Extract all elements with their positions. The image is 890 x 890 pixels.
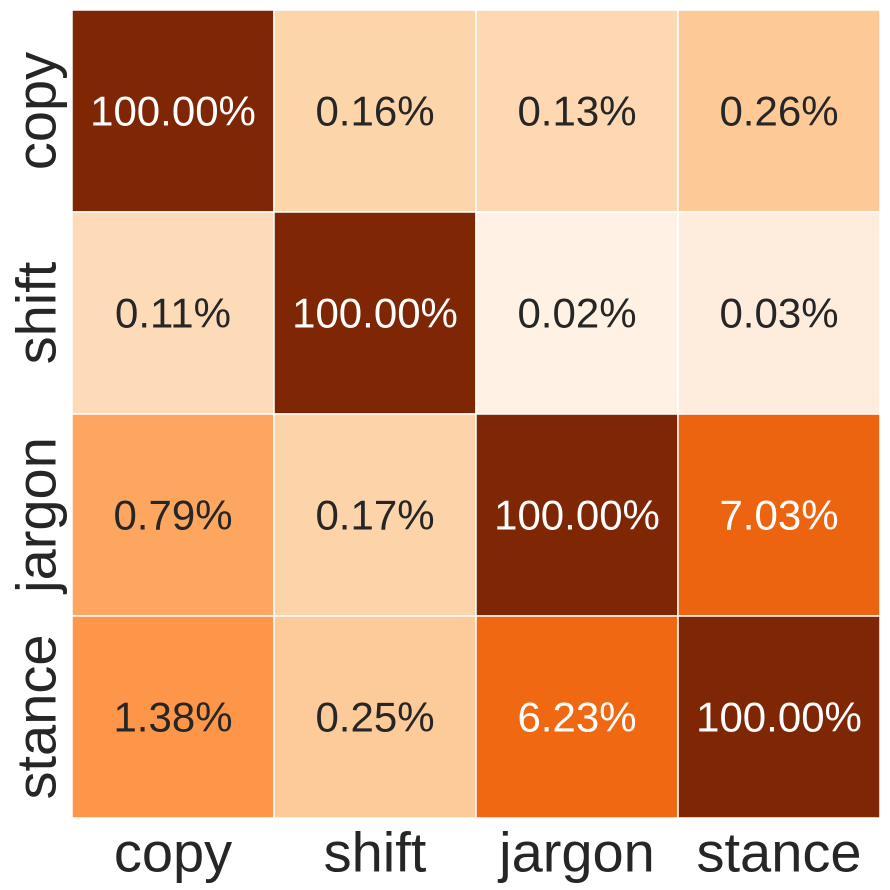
- heatmap-cell-shift-copy: [71, 211, 275, 415]
- cell-value-label: 0.02%: [517, 290, 636, 337]
- cell-value-label: 100.00%: [90, 88, 256, 135]
- y-axis-tick-labels: copy shift jargon stance: [5, 52, 68, 800]
- cell-value-label: 0.25%: [315, 694, 434, 741]
- x-tick-label: jargon: [497, 821, 655, 884]
- cell-value-label: 0.79%: [113, 492, 232, 539]
- cell-value-label: 100.00%: [696, 694, 862, 741]
- heatmap-cell-copy-jargon: [475, 9, 679, 213]
- y-tick-label: shift: [5, 261, 68, 364]
- x-tick-label: shift: [324, 821, 427, 884]
- cell-value-label: 0.13%: [517, 88, 636, 135]
- cell-value-label: 0.26%: [719, 88, 838, 135]
- y-tick-label: stance: [5, 635, 68, 800]
- heatmap-value-labels: 100.00% 0.16% 0.13% 0.26% 0.11% 100.00% 0.02% 0…: [90, 88, 862, 741]
- cell-value-label: 0.03%: [719, 290, 838, 337]
- heatmap-cell-jargon-shift: [273, 413, 477, 617]
- x-tick-label: copy: [114, 821, 232, 884]
- heatmap-cells: [71, 9, 881, 819]
- heatmap-cell-stance-shift: [273, 615, 477, 819]
- cell-value-label: 1.38%: [113, 694, 232, 741]
- heatmap-cell-shift-stance: [677, 211, 881, 415]
- heatmap-cell-stance-copy: [71, 615, 275, 819]
- cell-value-label: 7.03%: [719, 492, 838, 539]
- heatmap-cell-copy-shift: [273, 9, 477, 213]
- cell-value-label: 6.23%: [517, 694, 636, 741]
- x-tick-label: stance: [697, 821, 862, 884]
- y-tick-label: copy: [5, 52, 68, 170]
- x-axis-tick-labels: copy shift jargon stance: [114, 821, 862, 884]
- y-tick-label: jargon: [5, 437, 68, 595]
- heatmap-cell-copy-stance: [677, 9, 881, 213]
- heatmap-cell-jargon-stance: [677, 413, 881, 617]
- heatmap-cell-stance-jargon: [475, 615, 679, 819]
- heatmap-cell-copy-copy: [71, 9, 275, 213]
- cell-value-label: 100.00%: [292, 290, 458, 337]
- cell-value-label: 100.00%: [494, 492, 660, 539]
- heatmap-cell-stance-stance: [677, 615, 881, 819]
- heatmap-cell-shift-shift: [273, 211, 477, 415]
- cell-value-label: 0.16%: [315, 88, 434, 135]
- cell-value-label: 0.11%: [115, 290, 231, 337]
- cell-value-label: 0.17%: [315, 492, 434, 539]
